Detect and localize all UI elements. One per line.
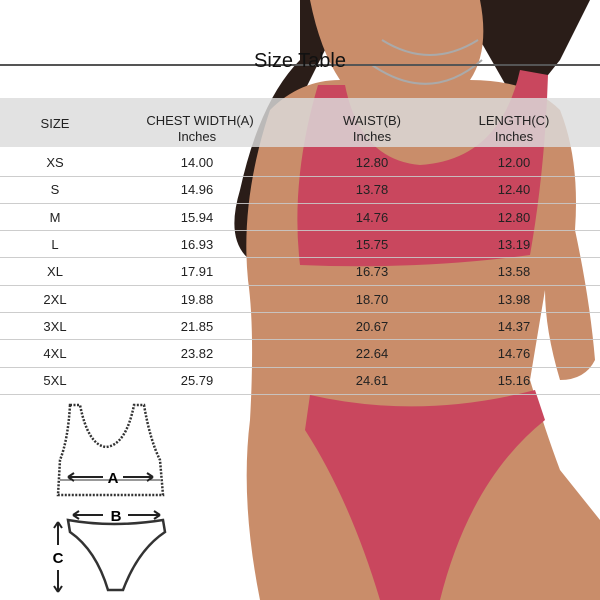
waist-cell: 14.76 bbox=[355, 209, 389, 225]
length-cell: 12.80 bbox=[497, 209, 531, 225]
size-cell: 4XL bbox=[43, 346, 67, 362]
table-row: L 16.93 15.75 13.19 bbox=[0, 230, 600, 259]
title-text: Size Table bbox=[254, 50, 346, 72]
bottom-outline bbox=[66, 518, 167, 592]
waist-cell: 13.78 bbox=[355, 182, 389, 198]
size-cell: XL bbox=[47, 264, 63, 280]
chest-cell: 14.96 bbox=[180, 182, 214, 198]
necklace bbox=[371, 39, 483, 85]
label-c: C bbox=[53, 550, 64, 567]
length-cell: 15.16 bbox=[497, 373, 531, 389]
table-row: 3XL 21.85 20.67 14.37 bbox=[0, 312, 600, 341]
size-cell: XS bbox=[46, 155, 64, 170]
length-cell: 14.37 bbox=[497, 318, 531, 334]
size-cell: L bbox=[51, 236, 59, 252]
waist-cell: 22.64 bbox=[355, 346, 389, 362]
table-row: 5XL 25.79 24.61 15.16 bbox=[0, 366, 600, 395]
header-size: SIZE bbox=[40, 116, 70, 131]
arrow-c bbox=[53, 521, 63, 593]
bikini-top bbox=[297, 70, 548, 267]
waist-cell: 12.80 bbox=[355, 155, 389, 170]
table-row: M 15.94 14.76 12.80 bbox=[0, 203, 600, 232]
page-title: Size Table bbox=[0, 50, 600, 73]
arrow-a bbox=[67, 472, 154, 482]
header-waist-unit: Inches bbox=[352, 129, 392, 144]
size-cell: S bbox=[50, 182, 60, 198]
arrow-b bbox=[72, 510, 161, 520]
chest-cell: 15.94 bbox=[180, 209, 214, 225]
header-waist: WAIST(B) bbox=[342, 113, 402, 128]
size-cell: 2XL bbox=[43, 291, 67, 307]
title-rule bbox=[0, 64, 600, 66]
header-chest-unit: Inches bbox=[177, 129, 217, 144]
header-chest: CHEST WIDTH(A) bbox=[146, 113, 254, 128]
chest-cell: 14.00 bbox=[180, 155, 214, 170]
header-length: LENGTH(C) bbox=[478, 113, 550, 128]
waist-cell: 20.67 bbox=[355, 318, 389, 334]
table-row: 2XL 19.88 18.70 13.98 bbox=[0, 285, 600, 313]
table-row: XL 17.91 16.73 13.58 bbox=[0, 257, 600, 286]
size-cell: 5XL bbox=[43, 373, 67, 389]
chest-cell: 19.88 bbox=[180, 291, 214, 307]
size-cell: 3XL bbox=[43, 318, 67, 334]
waist-cell: 18.70 bbox=[355, 291, 389, 307]
table-row: S 14.96 13.78 12.40 bbox=[0, 175, 600, 204]
table-header: SIZE CHEST WIDTH(A) Inches WAIST(B) Inch… bbox=[0, 98, 600, 147]
table-row: XS 14.00 12.80 12.00 bbox=[0, 148, 600, 177]
length-cell: 14.76 bbox=[497, 346, 531, 362]
header-length-unit: Inches bbox=[494, 129, 534, 144]
measurement-diagram: A B C bbox=[53, 403, 167, 593]
waist-cell: 24.61 bbox=[355, 373, 389, 389]
length-cell: 12.00 bbox=[497, 155, 531, 170]
label-a: A bbox=[108, 470, 119, 487]
label-b: B bbox=[111, 508, 122, 525]
length-cell: 13.98 bbox=[497, 291, 531, 307]
waist-cell: 15.75 bbox=[355, 236, 389, 252]
chest-cell: 17.91 bbox=[180, 264, 214, 280]
length-cell: 13.58 bbox=[497, 264, 531, 280]
length-cell: 13.19 bbox=[497, 236, 531, 252]
bikini-bottom bbox=[305, 390, 545, 600]
top-outline bbox=[56, 403, 165, 497]
chest-cell: 21.85 bbox=[180, 318, 214, 334]
chest-cell: 25.79 bbox=[180, 373, 214, 389]
chest-cell: 23.82 bbox=[180, 346, 214, 362]
length-cell: 12.40 bbox=[497, 182, 531, 198]
waist-cell: 16.73 bbox=[355, 264, 389, 280]
size-cell: M bbox=[49, 209, 61, 225]
chest-cell: 16.93 bbox=[180, 236, 214, 252]
table-row: 4XL 23.82 22.64 14.76 bbox=[0, 339, 600, 368]
